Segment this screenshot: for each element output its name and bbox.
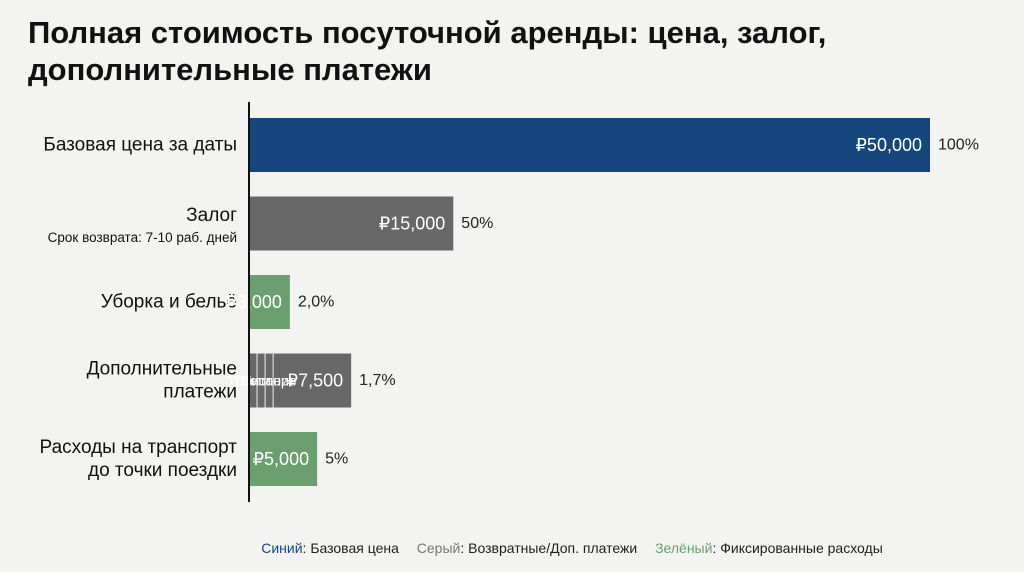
category-label-1: Залог xyxy=(186,205,237,226)
legend-text-green: Фиксированные расходы xyxy=(720,540,883,556)
bar-chart: Базовая цена за даты ₽50,000 100% Залог Срок… xyxy=(40,102,979,502)
percent-label-4: 5% xyxy=(325,451,348,468)
percent-label-1: 50% xyxy=(461,215,493,232)
percent-label-3: 1,7% xyxy=(359,372,395,389)
bar-3-segment-label-2: Питание xyxy=(241,373,296,389)
category-label-4-line-2: до точки поездки xyxy=(88,460,237,481)
bar-4 xyxy=(249,432,318,486)
bar-3-segment-label-0: Гости xyxy=(235,373,271,389)
value-label-3: ₽7,500 xyxy=(287,371,344,391)
value-label-0: ₽50,000 xyxy=(855,135,922,155)
legend-key-green: Зелёный xyxy=(655,540,713,556)
value-label-1: ₽15,000 xyxy=(379,214,446,234)
category-sublabel-1: Срок возврата: 7-10 раб. дней xyxy=(48,230,237,245)
value-label-2: ₽3,000 xyxy=(225,292,282,312)
category-label-2: Уборка и бельё xyxy=(101,292,237,313)
category-label-3-line-2: платежи xyxy=(163,382,237,403)
category-label-0: Базовая цена за даты xyxy=(43,135,237,156)
bar-3 xyxy=(249,353,352,408)
bar-3-segment-label-1: Транспорт xyxy=(227,373,295,389)
legend-item-gray: Серый: Возвратные/Доп. платежи xyxy=(416,540,638,556)
category-label-4-line-1: Расходы на транспорт xyxy=(40,437,238,458)
chart-title-line-1: Полная стоимость посуточной аренды: цена… xyxy=(28,15,827,50)
legend-text-gray: Возвратные/Доп. платежи xyxy=(468,540,638,556)
percent-label-0: 100% xyxy=(938,137,979,154)
percent-label-2: 2,0% xyxy=(298,294,334,311)
legend-item-blue: Синий: Базовая цена xyxy=(261,540,399,556)
bar-1 xyxy=(249,196,454,251)
bar-0 xyxy=(249,118,930,172)
legend-key-blue: Синий xyxy=(261,540,303,556)
category-label-3-line-1: Дополнительные xyxy=(87,359,237,380)
value-label-4: ₽5,000 xyxy=(253,449,310,469)
chart-title-line-2: дополнительные платежи xyxy=(28,52,432,87)
legend-key-gray: Серый xyxy=(416,540,461,556)
legend-item-green: Зелёный: Фиксированные расходы xyxy=(655,540,883,556)
legend-text-blue: Базовая цена xyxy=(310,540,399,556)
bar-2 xyxy=(249,275,290,329)
chart-title: Полная стоимость посуточной аренды: цена… xyxy=(28,14,988,88)
legend: Синий: Базовая цена Серый: Возвратные/До… xyxy=(0,540,1024,556)
